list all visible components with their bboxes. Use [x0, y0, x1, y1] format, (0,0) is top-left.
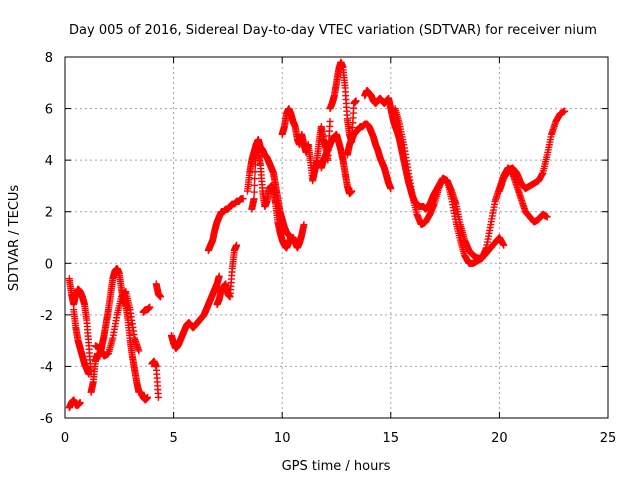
series-segment-3	[70, 306, 93, 378]
series-segment-10	[167, 272, 223, 352]
series-segment-9	[152, 280, 165, 301]
y-tick-label: -2	[40, 309, 53, 324]
series-segment-11	[213, 241, 241, 309]
y-tick-label: 8	[45, 51, 53, 66]
data-point	[387, 185, 395, 193]
data-point	[76, 399, 84, 407]
y-tick-label: 0	[45, 257, 53, 272]
y-tick-label: -6	[40, 412, 53, 427]
series-segment-18	[343, 120, 395, 193]
series-segment-2	[65, 396, 84, 412]
series-segment-15	[278, 105, 334, 185]
data-point	[250, 188, 258, 196]
plot-frame	[64, 56, 609, 419]
data-point	[300, 221, 308, 229]
data-point	[154, 393, 162, 401]
series-segment-1	[65, 275, 95, 378]
data-point	[239, 195, 247, 203]
data-point	[352, 97, 360, 105]
chart-title: Day 005 of 2016, Sidereal Day-to-day VTE…	[69, 23, 597, 38]
series-segment-7	[139, 303, 154, 316]
axis-ticks: 0 5 10 15 20 25 -6 -4 -2 0 2 4 6 8	[40, 51, 616, 446]
y-axis-label: SDTVAR / TECUs	[7, 185, 22, 292]
data-point	[252, 147, 260, 155]
data-point	[251, 161, 259, 169]
x-tick-label: 5	[169, 431, 177, 446]
data-point	[543, 213, 551, 221]
data-point	[233, 241, 241, 249]
data-point	[326, 117, 334, 125]
data-point	[251, 181, 259, 189]
x-tick-label: 25	[600, 431, 617, 446]
grid	[65, 57, 608, 418]
data-point	[561, 107, 569, 115]
series-segment-17	[317, 130, 356, 198]
x-tick-label: 15	[383, 431, 400, 446]
x-tick-label: 0	[61, 431, 69, 446]
data-point	[157, 293, 165, 301]
series-segment-12	[204, 195, 247, 254]
x-axis-label: GPS time / hours	[282, 459, 391, 474]
y-tick-label: 6	[45, 103, 53, 118]
data-point	[251, 168, 259, 176]
data-point	[287, 234, 295, 241]
x-tick-label: 10	[274, 431, 291, 446]
series-segment-5	[91, 288, 143, 360]
series-segment-8	[148, 357, 162, 401]
x-tick-label: 20	[491, 431, 508, 446]
data-point	[146, 303, 154, 311]
series-segment-14	[248, 136, 295, 241]
data-point	[215, 272, 223, 280]
y-tick-label: 4	[45, 154, 53, 169]
y-tick-label: 2	[45, 206, 53, 221]
data-points	[65, 58, 569, 412]
y-tick-label: -4	[40, 360, 53, 375]
data-point	[144, 393, 152, 401]
series-segment-21	[495, 107, 569, 195]
data-point	[348, 187, 356, 195]
series-segment-6	[137, 388, 152, 404]
data-point	[251, 175, 259, 183]
data-point	[135, 347, 143, 355]
data-point	[250, 195, 258, 203]
data-point	[500, 241, 508, 249]
data-point	[252, 154, 260, 162]
